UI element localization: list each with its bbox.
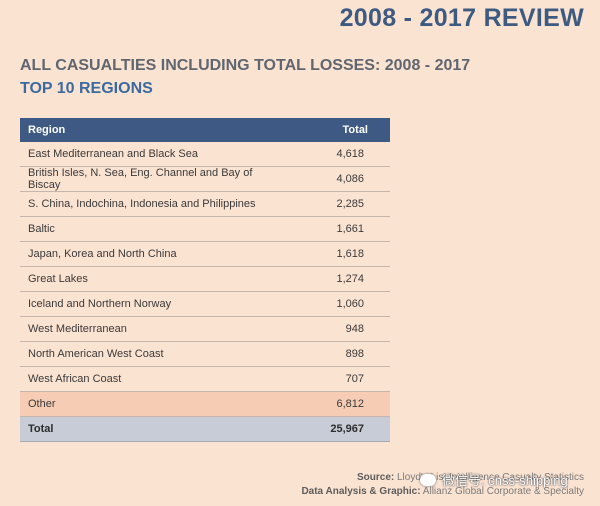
total-cell: 707 <box>290 366 390 392</box>
region-cell: Iceland and Northern Norway <box>20 291 290 317</box>
total-cell: 1,618 <box>290 241 390 267</box>
total-cell: 2,285 <box>290 191 390 217</box>
table-row: Baltic 1,661 <box>20 216 390 242</box>
watermark-text: 微信号: cnss-shipping <box>442 473 568 488</box>
wechat-icon <box>420 474 436 486</box>
table-row: West African Coast 707 <box>20 366 390 392</box>
source-label: Source: <box>356 472 395 483</box>
table-row: S. China, Indochina, Indonesia and Phili… <box>20 191 390 217</box>
total-cell: 1,661 <box>290 216 390 242</box>
total-cell: 1,060 <box>290 291 390 317</box>
region-cell: S. China, Indochina, Indonesia and Phili… <box>20 191 290 217</box>
table-row: West Mediterranean 948 <box>20 316 390 342</box>
region-cell: Japan, Korea and North China <box>20 241 290 267</box>
table-heading: ALL CASUALTIES INCLUDING TOTAL LOSSES: 2… <box>20 57 471 74</box>
total-label: Total <box>20 416 290 442</box>
region-cell: North American West Coast <box>20 341 290 367</box>
table-row: East Mediterranean and Black Sea 4,618 <box>20 142 390 167</box>
region-cell: West Mediterranean <box>20 316 290 342</box>
region-cell: Great Lakes <box>20 266 290 292</box>
total-cell: 4,618 <box>290 142 390 167</box>
table-total-row: Total 25,967 <box>20 416 390 442</box>
column-header-region: Region <box>20 118 290 142</box>
analysis-label: Data Analysis & Graphic: <box>301 486 421 497</box>
region-cell: West African Coast <box>20 366 290 392</box>
table-row: North American West Coast 898 <box>20 341 390 367</box>
total-cell: 948 <box>290 316 390 342</box>
region-cell: British Isles, N. Sea, Eng. Channel and … <box>20 166 290 192</box>
table-row: British Isles, N. Sea, Eng. Channel and … <box>20 166 390 192</box>
casualties-table: Region Total East Mediterranean and Blac… <box>20 118 390 442</box>
total-cell: 1,274 <box>290 266 390 292</box>
total-cell: 898 <box>290 341 390 367</box>
region-cell: Baltic <box>20 216 290 242</box>
region-cell: Other <box>20 391 290 417</box>
total-cell: 6,812 <box>290 391 390 417</box>
page-title: 2008 - 2017 REVIEW <box>339 4 584 32</box>
analysis-text: Allianz Global Corporate & Specialty <box>422 486 584 497</box>
source-note: Source: Lloyd's List Intelligence Casual… <box>301 471 584 499</box>
table-row: Iceland and Northern Norway 1,060 <box>20 291 390 317</box>
table-header-row: Region Total <box>20 118 390 142</box>
table-row: Great Lakes 1,274 <box>20 266 390 292</box>
region-cell: East Mediterranean and Black Sea <box>20 142 290 167</box>
watermark: 微信号: cnss-shipping <box>420 470 568 489</box>
total-cell: 4,086 <box>290 166 390 192</box>
column-header-total: Total <box>290 118 390 142</box>
table-row-other: Other 6,812 <box>20 391 390 417</box>
source-text: Lloyd's List Intelligence Casualty Stati… <box>397 472 584 483</box>
table-subheading: TOP 10 REGIONS <box>20 80 153 97</box>
table-row: Japan, Korea and North China 1,618 <box>20 241 390 267</box>
source-line: Source: Lloyd's List Intelligence Casual… <box>301 471 584 485</box>
total-value: 25,967 <box>290 416 390 442</box>
analysis-line: Data Analysis & Graphic: Allianz Global … <box>301 485 584 499</box>
